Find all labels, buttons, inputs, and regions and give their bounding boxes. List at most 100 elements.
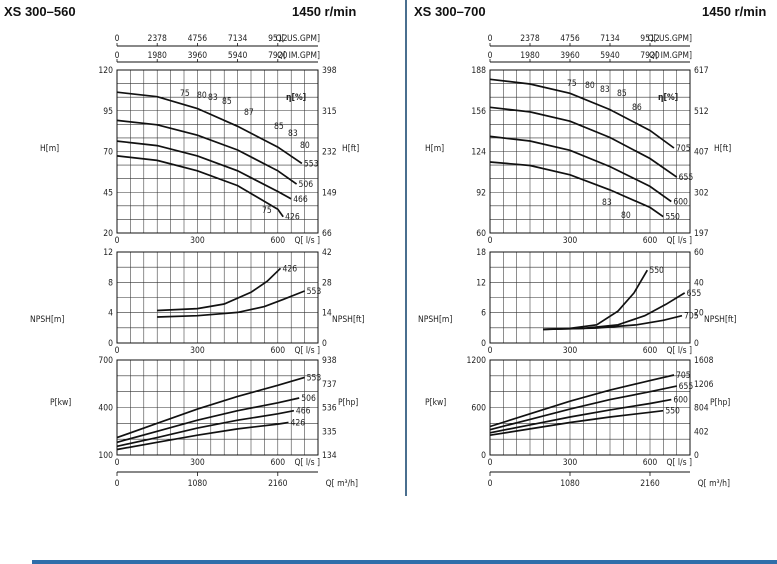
left-head-curve-553: [116, 91, 303, 165]
right-power-ylabel-left: P[kw]: [425, 398, 446, 408]
left-npsh-ytick-right: 42: [322, 248, 332, 258]
left-head-grid: [116, 69, 319, 234]
left-power-ytick-right: 737: [322, 380, 337, 390]
right-usgpm-tick-label: 9512: [640, 34, 660, 44]
right-head-ytick-left: 124: [471, 148, 486, 158]
left-usgpm-tick-label: 0: [115, 34, 120, 44]
right-speed: 1450 r/min: [702, 4, 767, 19]
right-power-curve-600: [489, 398, 672, 434]
right-efficiency-label: 83: [600, 85, 610, 95]
right-npsh-ytick-left: 12: [476, 278, 486, 288]
right-head-ytick-left: 188: [471, 66, 486, 76]
left-power-curve-466: [116, 409, 295, 448]
right-head-frame: [489, 69, 691, 234]
right-npsh-ytick-right: 20: [694, 309, 704, 319]
left-model-title: XS 300–560: [4, 4, 76, 19]
left-npsh-xtick: 0: [115, 346, 120, 356]
bottom-accent-bar: [32, 560, 777, 564]
left-head-ytick-left: 120: [98, 66, 113, 76]
right-model-title: XS 300–700: [414, 4, 486, 19]
right-npsh-frame: [489, 251, 691, 344]
left-power-ytick-right: 335: [322, 427, 337, 437]
left-npsh-ytick-right: 0: [322, 339, 327, 349]
right-head-curve-600: [489, 135, 672, 203]
right-m3h-tick-label: 0: [488, 479, 493, 489]
right-npsh-xtick: 600: [643, 346, 658, 356]
right-power-curve-label: 600: [673, 396, 688, 406]
right-head-ylabel-left: H[m]: [425, 144, 444, 154]
left-power-ytick-left: 400: [98, 404, 113, 414]
right-power-curve-label: 655: [679, 382, 694, 392]
right-head-ytick-right: 302: [694, 188, 709, 198]
right-head-curve-550: [489, 161, 664, 218]
left-head-ytick-left: 45: [103, 188, 113, 198]
right-usgpm-tick-label: 0: [488, 34, 493, 44]
right-npsh-ytick-left: 0: [481, 339, 486, 349]
left-power-xtick: 300: [190, 458, 205, 468]
right-power-curve-label: 705: [676, 371, 691, 381]
left-power-xtick: 600: [271, 458, 286, 468]
left-head-ytick-left: 70: [103, 148, 113, 158]
right-efficiency-label: 80: [585, 81, 595, 91]
right-usgpm-tick-label: 2378: [520, 34, 540, 44]
left-power-ylabel-left: P[kw]: [50, 398, 71, 408]
left-npsh-frame: [116, 251, 319, 344]
right-head-ytick-left: 60: [476, 229, 486, 239]
right-head-ytick-left: 156: [471, 107, 486, 117]
right-power-xtick: 0: [488, 458, 493, 468]
right-power-ytick-left: 1200: [467, 356, 487, 366]
left-efficiency-label: 85: [274, 122, 284, 132]
left-npsh-xtick: 300: [190, 346, 205, 356]
left-power-xlabel: Q[ l/s ]: [294, 458, 320, 468]
left-efficiency-label: 87: [244, 108, 254, 118]
left-head-ylabel-left: H[m]: [40, 144, 59, 154]
right-usgpm-axis-label: Q[ US.GPM]: [648, 34, 692, 44]
left-head-ytick-right: 315: [322, 107, 337, 117]
left-head-curve-label: 426: [285, 213, 300, 223]
left-imgpm-tick-label: 5940: [228, 51, 248, 61]
right-head-ytick-right: 407: [694, 148, 709, 158]
right-power-curve-550: [489, 409, 664, 437]
left-npsh-ytick-left: 0: [108, 339, 113, 349]
left-head-ytick-right: 232: [322, 148, 337, 158]
right-usgpm-tick-label: 4756: [560, 34, 580, 44]
left-power-ytick-right: 938: [322, 356, 337, 366]
right-efficiency-label: 85: [617, 89, 627, 99]
right-power-ytick-left: 0: [481, 451, 486, 461]
left-npsh-ytick-left: 4: [108, 309, 113, 319]
left-head-curve-426: [116, 155, 284, 218]
left-panel: [116, 43, 319, 476]
left-m3h-tick-label: 1080: [188, 479, 208, 489]
left-efficiency-label: 83: [288, 129, 298, 139]
left-head-ytick-right: 66: [322, 229, 332, 239]
right-head-ytick-right: 512: [694, 107, 709, 117]
right-efficiency-label: 75: [567, 79, 577, 89]
left-head-xtick: 600: [271, 236, 286, 246]
right-power-ytick-right: 1608: [694, 356, 714, 366]
panel-separator: [405, 0, 407, 496]
left-power-ylabel-right: P[hp]: [338, 398, 358, 408]
right-power-grid: [489, 359, 691, 456]
left-npsh-ytick-right: 28: [322, 278, 332, 288]
right-head-curve-705: [489, 78, 675, 149]
right-efficiency-label: 86: [632, 103, 642, 113]
right-npsh-xtick: 300: [563, 346, 578, 356]
right-npsh-ytick-right: 60: [694, 248, 704, 258]
right-head-xtick: 300: [563, 236, 578, 246]
right-power-curve-655: [489, 385, 677, 431]
left-usgpm-axis-label: Q[ US.GPM]: [276, 34, 320, 44]
right-power-frame: [489, 359, 691, 456]
left-npsh-curve-553: [157, 290, 305, 318]
left-npsh-ylabel-left: NPSH[m]: [30, 315, 64, 325]
left-usgpm-tick-label: 9512: [268, 34, 288, 44]
left-imgpm-tick-label: 3960: [188, 51, 208, 61]
right-power-ylabel-right: P[hp]: [710, 398, 730, 408]
right-npsh-curve-label: 655: [687, 289, 702, 299]
left-npsh-curve-label: 426: [282, 264, 297, 274]
right-usgpm-tick-label: 7134: [600, 34, 620, 44]
right-efficiency-label: 83: [602, 198, 612, 208]
left-power-curve-label: 426: [291, 419, 306, 429]
right-head-ytick-right: 197: [694, 229, 709, 239]
left-power-curve-label: 553: [307, 373, 322, 383]
